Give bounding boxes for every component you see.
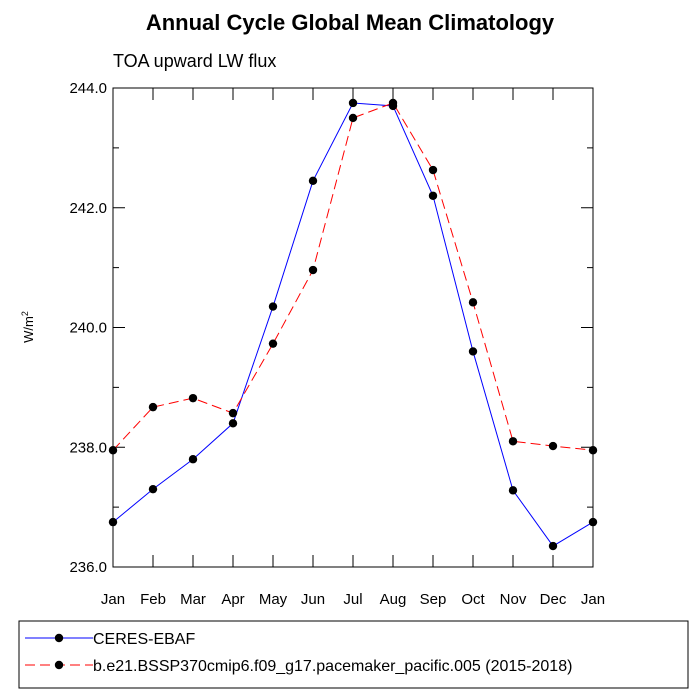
x-tick-label: Jul — [343, 591, 362, 608]
series-1-point — [348, 113, 358, 123]
y-axis-label-superscript: 2 — [20, 311, 30, 316]
series-1-point — [308, 265, 318, 275]
x-tick-label: Oct — [461, 591, 485, 608]
x-tick-label: Sep — [420, 591, 447, 608]
x-tick-label: Jun — [301, 591, 325, 608]
legend-swatch-marker — [54, 633, 64, 643]
y-axis-label: W/m2 — [20, 311, 36, 343]
series-1-point — [468, 298, 478, 307]
legend-label: CERES-EBAF — [93, 631, 195, 648]
series-0-point — [348, 98, 358, 108]
y-tick-label: 236.0 — [69, 559, 107, 576]
x-tick-label: Dec — [540, 591, 567, 608]
series-0-point — [428, 191, 438, 200]
x-tick-label: Nov — [500, 591, 527, 608]
series-1-point — [588, 446, 598, 455]
y-tick-label: 238.0 — [69, 439, 107, 456]
x-tick-label: Feb — [140, 591, 166, 608]
axis-ticks — [112, 87, 594, 568]
x-tick-label: Mar — [180, 591, 206, 608]
series-0-point — [268, 302, 278, 311]
series-1-point — [548, 441, 558, 451]
y-tick-labels: 236.0 238.0 240.0 242.0 244.0 — [69, 80, 107, 576]
x-tick-label: May — [259, 591, 288, 608]
x-tick-label: Jan — [101, 591, 125, 608]
series-0-point — [508, 486, 518, 495]
series-1-point — [508, 437, 518, 446]
series-line-0 — [112, 102, 594, 547]
series-1-point — [228, 408, 238, 418]
series-0-point — [188, 455, 198, 464]
series-1-point — [148, 402, 158, 412]
chart-subtitle: TOA upward LW flux — [113, 51, 276, 71]
series-line-1 — [112, 102, 594, 451]
series-0-point — [228, 419, 238, 428]
series-0-point — [308, 176, 318, 186]
legend-swatch-marker — [54, 660, 64, 670]
series-0-point — [588, 517, 598, 527]
legend-box — [18, 620, 689, 689]
series-1-point — [388, 98, 398, 108]
series-1-point — [108, 446, 118, 455]
series-1-point — [428, 165, 438, 175]
series-0-point — [468, 347, 478, 356]
legend: CERES-EBAF b.e21.BSSP370cmip6.f09_g17.pac… — [18, 620, 689, 689]
series-1-point — [188, 393, 198, 403]
y-tick-label: 242.0 — [69, 200, 107, 217]
series-points — [108, 98, 598, 551]
series-0-point — [148, 484, 158, 494]
legend-label: b.e21.BSSP370cmip6.f09_g17.pacemaker_pac… — [93, 658, 572, 675]
y-tick-label: 244.0 — [69, 80, 107, 97]
chart-title: Annual Cycle Global Mean Climatology — [146, 10, 555, 35]
series-0-point — [548, 541, 558, 551]
y-axis-label-base: W/m — [21, 316, 36, 343]
x-tick-labels: Jan Feb Mar Apr May Jun Jul Aug Sep Oct Nov Dec Jan — [101, 591, 605, 608]
x-tick-label: Aug — [380, 591, 407, 608]
series-1-point — [268, 339, 278, 348]
plot-frame — [112, 87, 594, 568]
series-0-point — [108, 517, 118, 527]
x-tick-label: Apr — [221, 591, 244, 608]
series-lines — [112, 102, 594, 547]
y-tick-label: 240.0 — [69, 320, 107, 337]
x-tick-label: Jan — [581, 591, 605, 608]
